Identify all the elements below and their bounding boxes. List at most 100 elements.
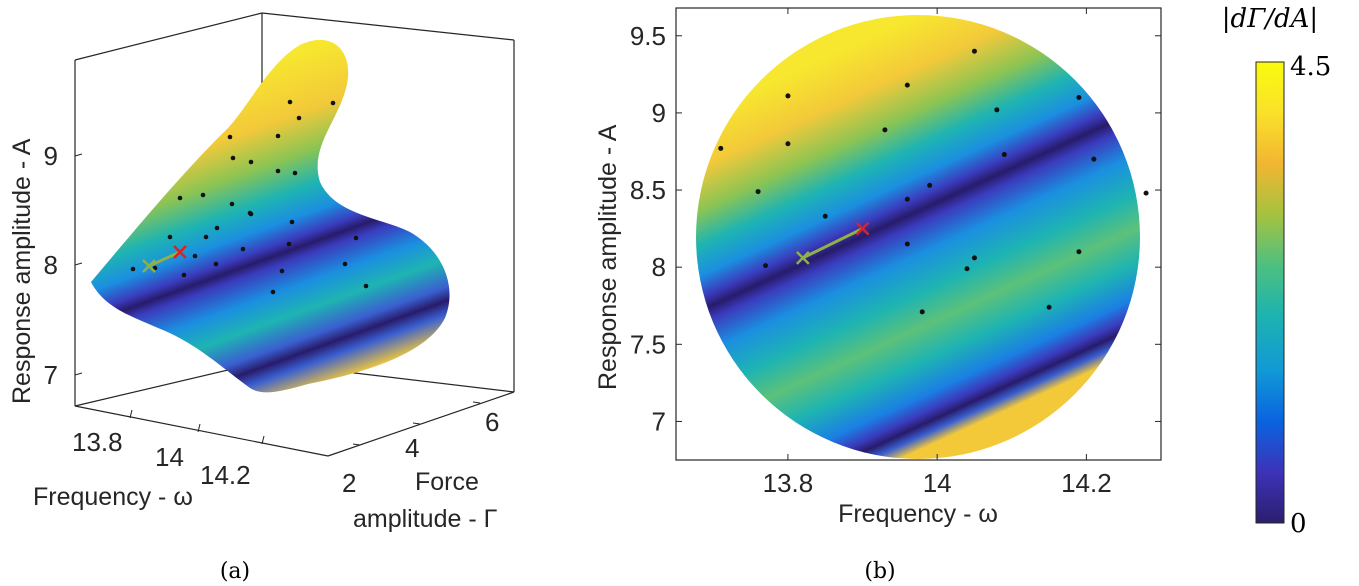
panel-a-xtick [261,435,265,445]
panel-b-sample-point [1046,304,1052,310]
panel-b-sample-point [718,145,724,151]
colorbar: 4.5 0 |dΓ/dA| [1222,4,1332,539]
panel-a-sample-point [167,234,173,240]
panel-a-sample-point [353,235,359,241]
panel-a-sample-point [296,115,302,121]
panel-b-sample-point [1091,156,1097,162]
panel-a-sample-point [247,210,253,216]
panel-a-xtick-label: 13.8 [72,427,123,457]
panel-b-points [718,48,1149,315]
panel-a-sample-point [286,241,292,247]
panel-a-ztick-label: 9 [44,141,58,171]
panel-a-markers [130,99,369,295]
panel-a-zlabel: Response amplitude - A [8,138,36,404]
panel-b-sample-point [904,241,910,247]
surface [91,39,450,393]
panel-a-sample-point [177,195,183,201]
panel-a-end-marker-stroke-2 [173,245,187,259]
panel-b-start-marker [795,251,810,265]
panel-a-sample-point [213,261,219,267]
panel-b-sample-point [785,93,791,99]
panel-a-ticks: 7 8 9 13.8 14 14.2 2 4 6 [44,141,500,498]
panel-b-ylabel: Response amplitude - A [594,124,622,390]
panel-b-xtick-label: 14.2 [1061,468,1112,498]
panel-b-sample-point [971,255,977,261]
panel-a-sample-point [130,266,136,272]
panel-b-sample-point [763,263,769,269]
panel-a-sample-point [200,192,206,198]
panel-a-sample-point [270,289,276,295]
panel-b-disc [696,15,1140,459]
panel-b-colorfield [696,15,1140,459]
panel-a-end-marker [173,245,187,259]
panel-b-ytick-label: 8.5 [630,175,666,205]
panel-a-sample-point [279,268,285,274]
panel-a-sample-point [342,261,348,267]
panel-b-sample-point [964,266,970,272]
panel-b-ytick-label: 7 [652,406,666,436]
panel-a-sample-point [287,99,293,105]
panel-a-ytick [412,422,421,425]
panel-b-sample-point [785,141,791,147]
colorbar-min-label: 0 [1290,509,1307,539]
x-axis-line [74,405,329,457]
panel-a-xlabel: Frequency - ω [33,483,193,511]
panel-b-sample-point [1001,152,1007,158]
panel-b-sample-point [919,309,925,315]
panel-a-label: (a) [220,559,250,584]
panel-a-start-marker [142,259,156,273]
panel-b-sample-point [882,127,888,133]
panel-b-ytick-label: 9 [652,98,666,128]
panel-a-sample-point [192,253,198,259]
panel-b-sample-point [822,213,828,219]
panel-a-start-marker-stroke-2 [142,259,156,273]
panel-b-ytick-label: 8 [652,252,666,282]
panel-b-ticks: 13.8 14 14.2 7 7.5 8 8.5 9 9.5 [630,8,1161,498]
panel-a-ztick [74,262,83,266]
box-edge-top-right [261,12,515,41]
panel-b-label: (b) [864,559,895,584]
panel-b-sample-point [755,189,761,195]
panel-a-ytick-label: 6 [485,407,499,437]
panel-a-path-segment [148,250,181,268]
panel-a-sample-point [275,168,281,174]
panel-a-ztick [74,372,83,376]
panel-b-sample-point [971,48,977,54]
panel-a-sample-point [292,170,298,176]
colorbar-gradient [1255,61,1285,524]
panel-a-ytick [472,401,481,404]
panel-a-sample-point [248,159,254,165]
panel-a-sample-point [214,225,220,231]
panel-a-xtick-label: 14.2 [200,460,251,490]
panel-a-ytick [352,443,361,446]
panel-a-sample-point [203,234,209,240]
panel-b-end-marker [855,221,870,236]
panel-a-ztick [74,153,83,157]
panel-b-sample-point [904,82,910,88]
panel-a-xtick [197,423,201,433]
panel-b-start-marker-stroke-2 [795,251,810,265]
panel-b-heatmap: 13.8 14 14.2 7 7.5 8 8.5 9 9.5 Frequency - ω Res… [594,7,1162,584]
panel-b-path-segment [802,227,864,260]
panel-a-xtick [129,409,133,419]
panel-a-sample-point [275,133,281,139]
panel-b-sample-point [994,107,1000,113]
panel-a-sample-point [229,201,235,207]
panel-b-sample-point [1076,249,1082,255]
panel-b-xtick-label: 14 [923,468,952,498]
panel-a-ylabel-line2: amplitude - Γ [353,505,498,533]
panel-b-sample-point [1143,190,1149,196]
panel-a-sample-point [363,283,369,289]
panel-a-sample-point [330,100,336,106]
colorbar-max-label: 4.5 [1290,52,1331,82]
panel-b-sample-point [927,182,933,188]
panel-b-sample-point [904,196,910,202]
panel-b-axes-box [675,7,1162,461]
panel-a-ytick-label: 4 [405,433,419,463]
panel-a-xtick-label: 14 [155,442,184,472]
panel-a-ylabel-line1: Force [415,468,479,496]
panel-a-sample-point [227,134,233,140]
panel-b-sample-point [1076,94,1082,100]
